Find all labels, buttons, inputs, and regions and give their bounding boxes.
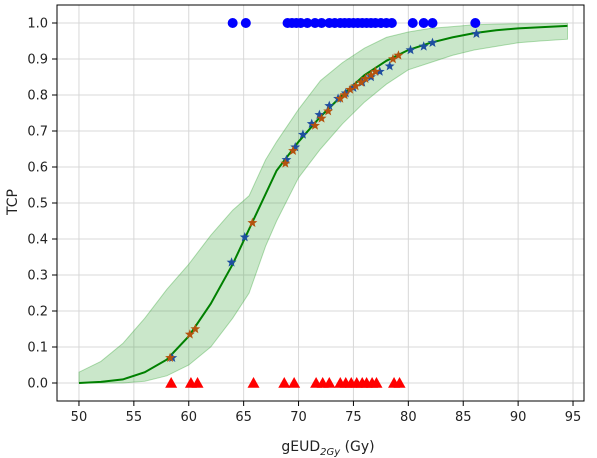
y-tick-label: 0.9 bbox=[27, 53, 48, 68]
x-tick-label: 80 bbox=[400, 410, 417, 425]
x-tick-label: 50 bbox=[71, 410, 88, 425]
data-point-circle bbox=[227, 18, 238, 28]
data-point-star bbox=[339, 89, 350, 100]
data-point-star bbox=[356, 77, 367, 87]
y-tick-label: 1.0 bbox=[27, 17, 48, 32]
y-tick-label: 0.4 bbox=[27, 233, 48, 248]
x-tick-label: 75 bbox=[345, 410, 362, 425]
data-point-circle bbox=[470, 18, 481, 28]
x-axis-ticks: 50 55 60 65 70 75 80 85 90 95 bbox=[71, 401, 582, 425]
x-tick-label: 70 bbox=[290, 410, 307, 425]
data-point-triangle bbox=[393, 377, 406, 388]
data-point-star bbox=[290, 142, 301, 152]
y-tick-label: 0.7 bbox=[27, 125, 48, 140]
x-axis-label-main: gEUD bbox=[281, 439, 320, 455]
data-point-star bbox=[316, 113, 327, 123]
data-point-star bbox=[288, 145, 298, 156]
data-point-circle bbox=[386, 18, 397, 28]
data-point-star bbox=[384, 61, 395, 71]
x-axis-label-unit: (Gy) bbox=[340, 439, 375, 455]
data-point-star bbox=[281, 154, 292, 165]
data-point-triangle bbox=[370, 377, 383, 388]
data-point-star bbox=[335, 93, 346, 103]
data-point-circle bbox=[302, 18, 313, 28]
x-tick-label: 65 bbox=[235, 410, 252, 425]
data-point-star bbox=[418, 41, 429, 51]
data-point-star bbox=[190, 323, 201, 334]
x-tick-label: 90 bbox=[510, 410, 527, 425]
data-point-star bbox=[405, 44, 416, 55]
data-point-circle bbox=[418, 18, 429, 28]
data-point-triangle bbox=[165, 377, 178, 388]
data-point-star bbox=[366, 70, 376, 80]
data-point-star bbox=[427, 37, 438, 48]
data-point-star bbox=[374, 66, 385, 76]
data-point-star bbox=[340, 88, 351, 98]
x-axis-label-sub: 2Gy bbox=[320, 447, 341, 458]
data-point-triangle bbox=[247, 377, 260, 388]
y-tick-label: 0.0 bbox=[27, 377, 48, 392]
data-point-star bbox=[247, 217, 258, 228]
y-tick-label: 0.2 bbox=[27, 305, 48, 320]
data-point-star bbox=[323, 106, 334, 116]
data-point-star bbox=[226, 257, 237, 267]
data-point-circle bbox=[427, 18, 438, 28]
data-point-star bbox=[306, 118, 317, 129]
data-point-star bbox=[370, 66, 381, 76]
y-axis-label: TCP bbox=[5, 189, 21, 216]
data-point-circle bbox=[240, 18, 251, 28]
x-tick-label: 95 bbox=[565, 410, 582, 425]
data-point-star bbox=[471, 28, 482, 39]
data-point-star bbox=[350, 80, 361, 91]
data-point-star bbox=[314, 109, 325, 120]
data-point-circle bbox=[316, 18, 327, 28]
data-point-star bbox=[310, 120, 320, 130]
data-point-triangle bbox=[191, 377, 204, 388]
data-point-star bbox=[297, 129, 308, 139]
data-point-triangle bbox=[323, 377, 336, 388]
x-tick-label: 55 bbox=[126, 410, 143, 425]
y-axis-ticks: 0.0 0.1 0.2 0.3 0.4 0.5 0.6 0.7 0.8 0.9 1.0 bbox=[27, 17, 57, 392]
y-tick-label: 0.1 bbox=[27, 341, 48, 356]
data-point-triangle bbox=[278, 377, 291, 388]
y-tick-label: 0.5 bbox=[27, 197, 48, 212]
data-point-star bbox=[345, 84, 356, 94]
y-tick-label: 0.6 bbox=[27, 161, 48, 176]
data-points-group bbox=[165, 18, 482, 388]
data-point-star bbox=[280, 158, 291, 168]
x-tick-label: 60 bbox=[180, 410, 197, 425]
confidence-band-group bbox=[78, 22, 568, 384]
y-tick-label: 0.3 bbox=[27, 269, 48, 284]
data-point-star bbox=[388, 53, 398, 64]
data-point-star bbox=[360, 73, 371, 84]
data-point-star bbox=[184, 329, 195, 339]
data-point-star bbox=[393, 50, 404, 60]
data-point-star bbox=[239, 232, 250, 242]
data-point-star bbox=[324, 100, 335, 111]
x-tick-label: 85 bbox=[455, 410, 472, 425]
y-tick-label: 0.8 bbox=[27, 89, 48, 104]
data-point-star bbox=[165, 352, 176, 363]
data-point-triangle bbox=[288, 377, 301, 388]
x-axis-label: gEUD2Gy (Gy) bbox=[281, 439, 374, 458]
confidence-band bbox=[78, 22, 568, 384]
data-point-circle bbox=[407, 18, 418, 28]
